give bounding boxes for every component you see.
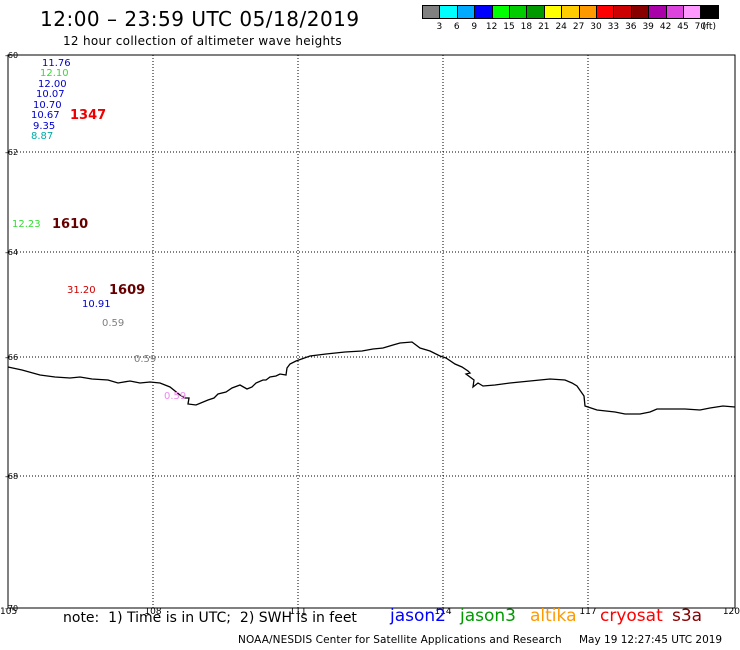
legend-label: 27 xyxy=(572,22,585,32)
axis-tick-labels: 105 108 111 114 117 120 -60 -62 -64 -66 -68 -70 xyxy=(0,51,740,617)
latitude-label: -68 xyxy=(5,472,18,481)
satellite-name: altika xyxy=(530,606,577,626)
longitude-label: 111 xyxy=(289,607,306,617)
wave-height-value: 9.35 xyxy=(33,121,55,132)
legend-label: 6 xyxy=(453,22,460,32)
generated-timestamp: May 19 12:27:45 UTC 2019 xyxy=(579,634,723,646)
satellite-name: s3a xyxy=(672,606,703,626)
map-frame xyxy=(7,54,736,609)
legend-label: 33 xyxy=(607,22,620,32)
satellite-name: jason3 xyxy=(460,606,516,626)
legend-label: 3 xyxy=(436,22,443,32)
wave-height-value: 0.59 xyxy=(102,318,124,329)
map-title: 12:00 – 23:59 UTC 05/18/2019 xyxy=(40,7,360,31)
legend-label: 30 xyxy=(590,22,602,32)
legend-label: 9 xyxy=(471,22,478,32)
legend-label: 70 xyxy=(694,22,707,32)
latitude-label: -66 xyxy=(5,353,18,362)
wave-height-value: 10.07 xyxy=(36,89,65,100)
latitude-label: -62 xyxy=(5,148,18,157)
latitude-label: -64 xyxy=(5,248,18,257)
credit-line: NOAA/NESDIS Center for Satellite Applica… xyxy=(238,634,562,646)
latitude-label: -60 xyxy=(5,51,18,60)
wave-height-value: 31.20 xyxy=(67,285,96,296)
wave-height-value: 11.76 xyxy=(42,58,71,69)
wave-height-value: 0.59 xyxy=(164,391,186,402)
legend-label: 12 xyxy=(485,22,498,32)
map-subtitle: 12 hour collection of altimeter wave hei… xyxy=(63,34,342,48)
satellite-name: jason2 xyxy=(390,606,446,626)
longitude-label: 105 xyxy=(0,607,17,617)
footnote: note: 1) Time is in UTC; 2) SWH is in fe… xyxy=(63,610,357,626)
pass-time-label: 1609 xyxy=(109,283,145,298)
legend-label: 21 xyxy=(538,22,550,32)
wave-height-value: 12.00 xyxy=(38,79,67,90)
wave-height-value: 8.87 xyxy=(31,131,53,142)
legend-label: 24 xyxy=(555,22,567,32)
pass-time-label: 1610 xyxy=(52,217,88,232)
antarctic-coastline xyxy=(7,341,736,415)
wave-height-value: 10.70 xyxy=(33,100,62,111)
legend-unit: (ft) xyxy=(702,22,716,32)
legend-label: 18 xyxy=(520,22,533,32)
legend-label: 39 xyxy=(642,22,654,32)
legend-swatch xyxy=(700,5,719,19)
graticule xyxy=(8,55,735,608)
legend-label: 45 xyxy=(677,22,689,32)
legend-label: 36 xyxy=(625,22,637,32)
legend-label: 42 xyxy=(659,22,672,32)
wave-height-value: 12.23 xyxy=(12,219,41,230)
longitude-label: 117 xyxy=(579,607,596,617)
wave-height-value: 10.91 xyxy=(82,299,111,310)
wave-height-value: 0.59 xyxy=(134,354,156,365)
wave-height-value: 12.10 xyxy=(40,68,69,79)
wave-height-value: 10.67 xyxy=(31,110,60,121)
pass-time-label: 1347 xyxy=(70,108,106,123)
satellite-name: cryosat xyxy=(600,606,663,626)
legend-label: 15 xyxy=(503,22,515,32)
longitude-label: 120 xyxy=(723,607,740,617)
longitude-label: 108 xyxy=(144,607,161,617)
latitude-label: -70 xyxy=(5,604,18,613)
longitude-label: 114 xyxy=(434,607,451,617)
